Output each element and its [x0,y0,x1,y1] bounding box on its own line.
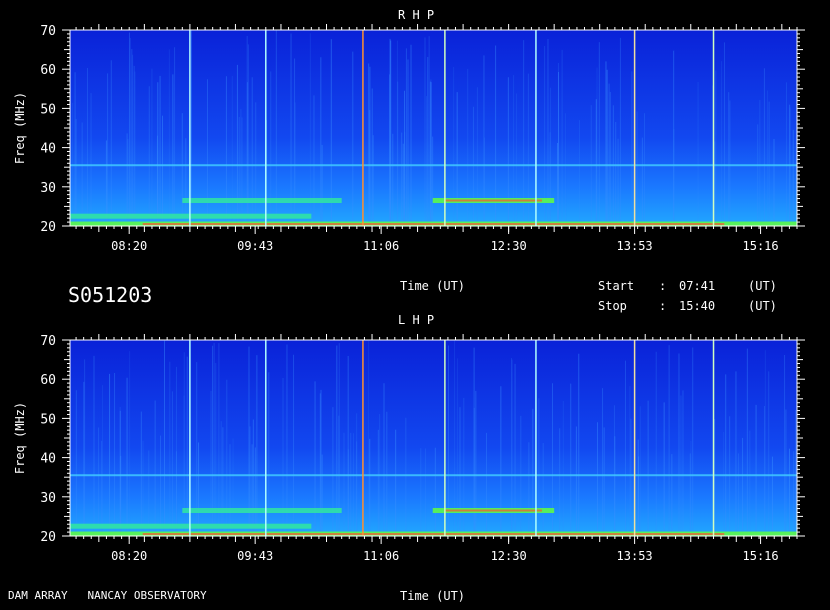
x-tick-label: 11:06 [363,239,399,253]
y-tick-label: 60 [40,63,56,78]
y-tick-label: 30 [40,491,56,506]
y-axis-label: Freq (MHz) [13,92,27,164]
burst-core [444,509,543,512]
start-time: 07:41 [679,279,716,293]
emission-band [70,474,797,477]
x-tick-label: 13:53 [617,549,653,563]
y-tick-label: 20 [40,530,56,545]
y-tick-label: 40 [40,452,56,467]
y-tick-label: 70 [40,334,56,349]
stop-unit: (UT) [748,299,777,313]
start-separator: : [659,279,667,293]
bottom-panel-title: L H P [398,313,435,327]
x-tick-label: 08:20 [111,239,147,253]
spectrogram-plot-area [69,30,797,227]
spectrogram-plot-area [70,340,797,537]
stop-label: Stop [598,299,627,313]
y-tick-label: 50 [40,102,56,117]
x-tick-label: 13:53 [617,239,653,253]
y-tick-label: 70 [40,24,56,39]
burst-core [444,199,543,202]
start-unit: (UT) [748,279,777,293]
middle-xlabel: Time (UT) [400,279,466,293]
emission-band [70,164,797,167]
x-tick-label: 09:43 [237,549,273,563]
bottom-xlabel: Time (UT) [400,589,466,603]
x-tick-label: 12:30 [491,549,527,563]
burst-core [142,223,725,226]
emission-band [182,508,342,514]
y-tick-label: 30 [40,181,56,196]
y-tick-label: 50 [40,412,56,427]
x-tick-label: 09:43 [237,239,273,253]
stop-separator: : [659,299,667,313]
emission-band [70,523,312,529]
spectrum-background [70,30,797,226]
observation-id: S051203 [68,283,153,307]
spectrum-background [70,340,797,536]
y-axis-label: Freq (MHz) [13,402,27,474]
y-tick-label: 60 [40,373,56,388]
emission-band [70,213,312,219]
y-tick-label: 40 [40,142,56,157]
emission-band [182,198,342,204]
start-label: Start [598,279,635,293]
x-tick-label: 15:16 [743,549,779,563]
x-tick-label: 12:30 [491,239,527,253]
instrument-label: DAM ARRAY NANCAY OBSERVATORY [8,589,207,602]
top-panel-title: R H P [398,8,435,22]
x-tick-label: 11:06 [363,549,399,563]
x-tick-label: 08:20 [111,549,147,563]
x-tick-label: 15:16 [743,239,779,253]
stop-time: 15:40 [679,299,716,313]
burst-core [142,533,725,536]
y-tick-label: 20 [40,220,56,235]
